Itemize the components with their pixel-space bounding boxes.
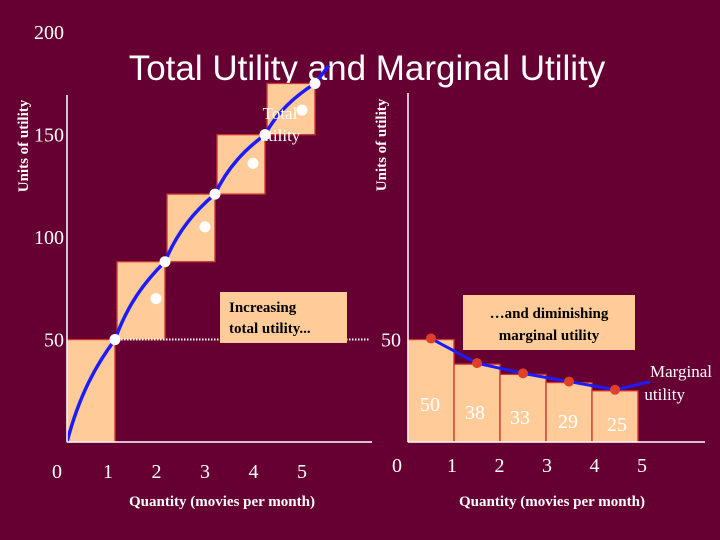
total-utility-point (309, 77, 321, 89)
diminishing-callout-box (463, 295, 635, 350)
marginal-utility-point (564, 376, 574, 387)
total-utility-step-bar (66, 338, 116, 443)
total-utility-label: Total (263, 104, 298, 123)
marginal-utility-value-label: 38 (465, 402, 485, 424)
total-utility-point (109, 334, 121, 346)
total-utility-point (209, 188, 221, 200)
total-utility-midpoint (199, 221, 211, 233)
right-x-tick-label: 4 (590, 455, 600, 477)
left-x-tick-label: 0 (52, 461, 62, 483)
left-x-axis-title: Quantity (movies per month) (129, 494, 315, 510)
left-x-tick-label: 4 (249, 461, 259, 483)
right-x-tick-label: 5 (637, 455, 647, 477)
marginal-utility-bar (407, 338, 455, 443)
marginal-utility-point (472, 358, 482, 369)
left-y-tick-label: 50 (44, 330, 64, 352)
marginal-utility-bar (591, 390, 639, 443)
marginal-utility-point (610, 384, 620, 395)
right-x-tick-label: 2 (495, 455, 505, 477)
slide-title: Total Utility and Marginal Utility (129, 49, 606, 88)
increasing-callout-text: total utility... (229, 321, 311, 337)
total-utility-midpoint (247, 157, 259, 169)
left-x-tick-label: 3 (200, 461, 210, 483)
total-utility-point (259, 129, 271, 141)
right-x-axis-title: Quantity (movies per month) (459, 494, 645, 510)
left-x-tick-label: 2 (152, 461, 162, 483)
total-utility-midpoint (296, 104, 308, 116)
increasing-callout-box (220, 292, 347, 343)
total-utility-label: utility (260, 126, 301, 145)
marginal-utility-point (426, 333, 436, 344)
marginal-utility-value-label: 33 (510, 407, 530, 429)
left-y-tick-label: 200 (34, 22, 64, 44)
total-utility-midpoint (150, 293, 162, 305)
right-x-tick-label: 3 (542, 455, 552, 477)
diminishing-callout-text: …and diminishing (490, 306, 609, 322)
diminishing-callout-text: marginal utility (499, 328, 600, 344)
right-y-tick-label: 50 (381, 330, 401, 352)
marginal-utility-point (518, 368, 528, 379)
marginal-utility-label: utility (644, 385, 685, 404)
increasing-callout-text: Increasing (229, 300, 297, 316)
marginal-utility-value-label: 29 (558, 411, 578, 433)
right-y-axis-title: Units of utility (374, 98, 390, 191)
marginal-utility-value-label: 50 (420, 394, 440, 416)
left-x-tick-label: 1 (103, 461, 113, 483)
total-utility-point (159, 256, 171, 268)
right-x-tick-label: 0 (392, 455, 402, 477)
total-utility-panel: 50 100 150 200 0 1 2 3 4 5 Quantity (movies per mo… (16, 22, 372, 510)
right-x-tick-label: 1 (447, 455, 457, 477)
left-y-axis-title: Units of utility (16, 99, 32, 192)
left-y-tick-label: 100 (34, 227, 64, 249)
marginal-utility-curve-extension (614, 380, 651, 392)
left-x-tick-label: 5 (297, 461, 307, 483)
marginal-utility-value-label: 25 (607, 414, 627, 436)
marginal-utility-label: Marginal (650, 362, 712, 381)
left-y-tick-label: 150 (34, 125, 64, 147)
marginal-utility-panel: 50 50 38 33 29 25 0 1 2 3 4 5 Quantity (movies per m… (374, 93, 712, 510)
